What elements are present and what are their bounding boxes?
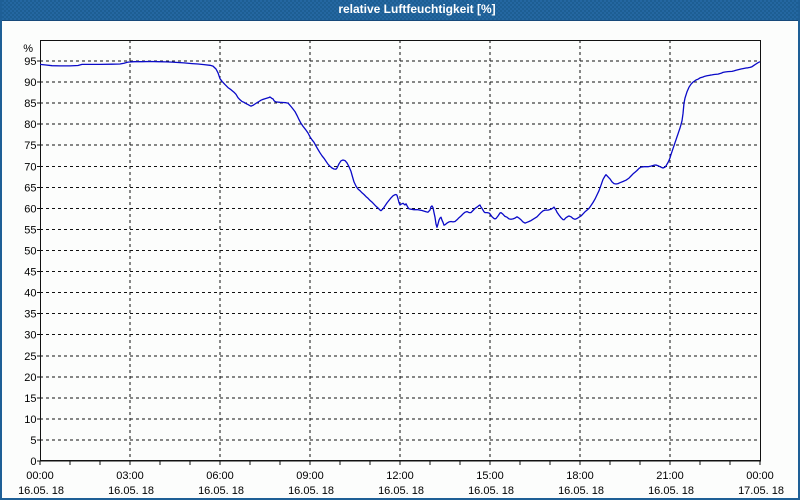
svg-text:75: 75: [24, 140, 36, 152]
svg-text:60: 60: [24, 203, 36, 215]
svg-text:65: 65: [24, 182, 36, 194]
svg-text:18:00: 18:00: [566, 470, 594, 482]
svg-text:55: 55: [24, 224, 36, 236]
svg-text:80: 80: [24, 119, 36, 131]
svg-text:16.05. 18: 16.05. 18: [468, 485, 514, 497]
svg-text:16.05. 18: 16.05. 18: [18, 485, 64, 497]
svg-text:95: 95: [24, 56, 36, 68]
svg-text:03:00: 03:00: [116, 470, 144, 482]
svg-text:16.05. 18: 16.05. 18: [288, 485, 334, 497]
svg-text:15:00: 15:00: [476, 470, 504, 482]
svg-text:0: 0: [30, 456, 36, 468]
svg-text:70: 70: [24, 161, 36, 173]
svg-text:00:00: 00:00: [26, 470, 54, 482]
svg-text:17.05. 18: 17.05. 18: [738, 485, 784, 497]
svg-text:25: 25: [24, 351, 36, 363]
svg-text:16.05. 18: 16.05. 18: [378, 485, 424, 497]
svg-text:09:00: 09:00: [296, 470, 324, 482]
svg-text:90: 90: [24, 77, 36, 89]
svg-text:20: 20: [24, 372, 36, 384]
svg-text:16.05. 18: 16.05. 18: [558, 485, 604, 497]
svg-text:5: 5: [30, 435, 36, 447]
svg-text:50: 50: [24, 246, 36, 258]
svg-text:45: 45: [24, 267, 36, 279]
svg-text:15: 15: [24, 393, 36, 405]
svg-text:85: 85: [24, 98, 36, 110]
svg-text:10: 10: [24, 414, 36, 426]
svg-text:12:00: 12:00: [386, 470, 414, 482]
svg-text:06:00: 06:00: [206, 470, 234, 482]
svg-text:%: %: [23, 43, 33, 55]
svg-text:40: 40: [24, 288, 36, 300]
svg-text:16.05. 18: 16.05. 18: [648, 485, 694, 497]
svg-text:00:00: 00:00: [746, 470, 774, 482]
svg-text:30: 30: [24, 330, 36, 342]
svg-text:21:00: 21:00: [656, 470, 684, 482]
svg-text:16.05. 18: 16.05. 18: [108, 485, 154, 497]
svg-text:35: 35: [24, 309, 36, 321]
svg-text:16.05. 18: 16.05. 18: [198, 485, 244, 497]
